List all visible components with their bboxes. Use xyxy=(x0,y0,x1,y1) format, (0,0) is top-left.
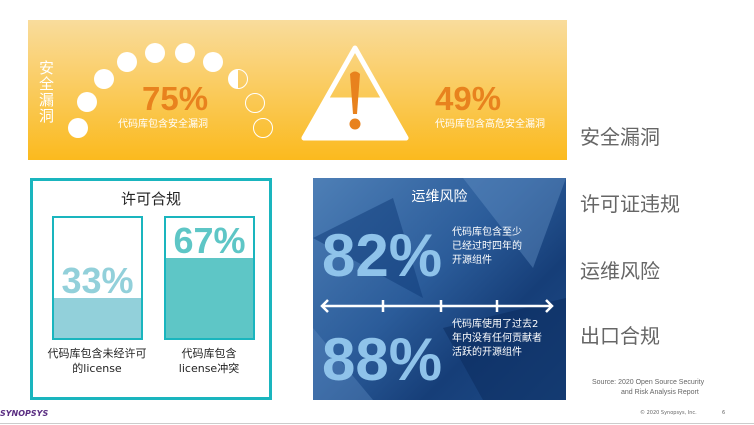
stat-82-value: 82% xyxy=(322,222,443,289)
operational-risk-panel: 运维风险 82% 代码库包含至少 已经过时四年的 开源组件 88% 代码库使用了过去… xyxy=(313,178,566,400)
caption-line: 代码库包含未经许可 xyxy=(47,347,147,360)
gauge-dot-empty xyxy=(245,93,265,113)
right-label-ops: 运维风险 xyxy=(580,259,660,283)
license-bar-33: 33% xyxy=(52,216,143,340)
ops-title: 运维风险 xyxy=(411,189,468,205)
right-label-license: 许可证违规 xyxy=(580,192,680,216)
stat-88-value: 88% xyxy=(322,326,443,393)
caption-line: 的license xyxy=(72,362,122,375)
gauge-dot-empty xyxy=(253,118,273,138)
stat-88-label: 代码库使用了过去2 年内没有任何贡献者 活跃的开源组件 xyxy=(452,318,542,360)
label-line: 开源组件 xyxy=(452,255,492,266)
footer-divider xyxy=(0,423,754,424)
bar-fill xyxy=(166,257,253,338)
bar-value: 67% xyxy=(173,220,246,261)
label-line: 代码库使用了过去2 xyxy=(452,319,539,330)
timeline-arrow-icon xyxy=(320,299,554,313)
source-line-2: and Risk Analysis Report xyxy=(621,389,699,396)
bar-caption: 代码库包含 license冲突 xyxy=(159,346,259,376)
gauge-dot xyxy=(68,118,88,138)
license-title: 许可合规 xyxy=(120,190,181,208)
gauge-dot xyxy=(175,43,195,63)
stat-75-label: 代码库包含安全漏洞 xyxy=(118,119,208,130)
bar-fill xyxy=(54,298,141,338)
page-number: 6 xyxy=(722,410,726,416)
bar-value: 33% xyxy=(61,260,134,301)
gauge-dot xyxy=(145,43,165,63)
bar-caption: 代码库包含未经许可 的license xyxy=(39,346,155,376)
right-label-security: 安全漏洞 xyxy=(580,125,660,149)
label-line: 代码库包含至少 xyxy=(452,227,522,238)
gauge-dot xyxy=(203,52,223,72)
label-line: 活跃的开源组件 xyxy=(452,347,522,358)
source-line-1: Source: 2020 Open Source Security xyxy=(592,379,705,386)
license-compliance-panel: 许可合规 33% 67% 代码库包含未经许可 的license 代码库包含 lice… xyxy=(30,178,272,400)
label-line: 已经过时四年的 xyxy=(452,241,522,252)
stat-49-value: 49% xyxy=(435,80,502,117)
gauge-dot xyxy=(117,52,137,72)
synopsys-logo: SYNOPSYS xyxy=(0,409,49,418)
warning-triangle-icon xyxy=(301,45,409,141)
security-vulnerabilities-panel: 安全漏洞 75% 代码库包含安全漏洞 49% 代码库包含高危安全漏洞 xyxy=(28,20,567,160)
gauge-dot xyxy=(94,69,114,89)
gauge-dot-half xyxy=(228,69,248,89)
stat-75-value: 75% xyxy=(142,80,209,117)
right-label-export: 出口合规 xyxy=(580,324,660,348)
security-side-label: 安全漏洞 xyxy=(37,60,55,124)
copyright: © 2020 Synopsys, Inc. xyxy=(640,410,697,416)
gauge-dot xyxy=(77,92,97,112)
label-line: 年内没有任何贡献者 xyxy=(452,333,542,344)
license-bar-67: 67% xyxy=(164,216,255,340)
caption-line: 代码库包含 xyxy=(181,347,237,360)
stat-49-label: 代码库包含高危安全漏洞 xyxy=(435,119,545,130)
polygon-background xyxy=(313,178,566,400)
stat-82-label: 代码库包含至少 已经过时四年的 开源组件 xyxy=(452,226,522,268)
caption-line: license冲突 xyxy=(178,362,240,375)
